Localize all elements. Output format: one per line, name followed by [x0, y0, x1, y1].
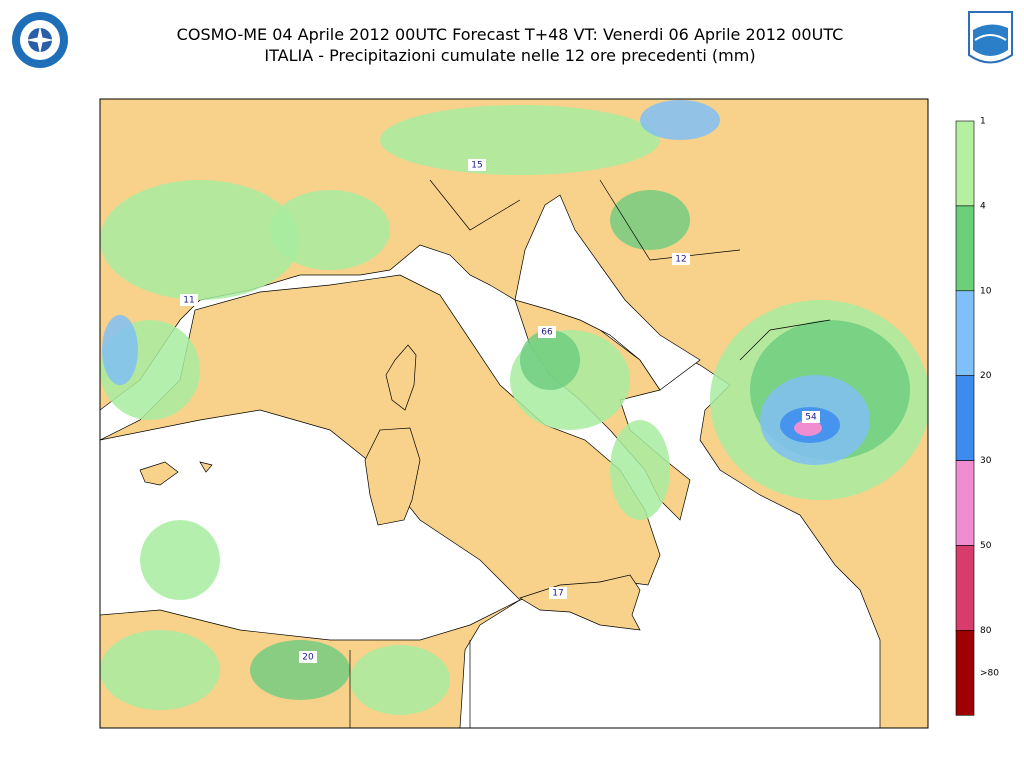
map-label-box	[180, 294, 198, 306]
legend-label: 4	[980, 201, 986, 211]
map-label-box	[538, 326, 556, 338]
map-label-box	[672, 253, 690, 265]
legend-label: 10	[980, 286, 992, 296]
map-label: 12	[675, 255, 686, 265]
map-label-box	[549, 587, 567, 599]
title-line-1: COSMO-ME 04 Aprile 2012 00UTC Forecast T…	[177, 25, 844, 44]
logo-left	[12, 12, 68, 68]
map-label: 66	[541, 328, 553, 338]
logo-right	[968, 11, 1013, 64]
legend: 1 4 10 20 30 50 80 >80	[955, 117, 999, 716]
title-line-2: ITALIA - Precipitazioni cumulate nelle 1…	[264, 46, 755, 65]
legend-label: 1	[980, 117, 986, 127]
legend-swatch	[955, 375, 975, 461]
legend-swatch	[955, 545, 975, 631]
map: 15 12 11 66 54 17 20	[99, 98, 929, 729]
map-label: 20	[302, 653, 314, 663]
legend-label: 20	[980, 371, 992, 381]
map-label: 15	[471, 161, 482, 171]
legend-swatch	[955, 630, 975, 716]
legend-label: 50	[980, 541, 992, 551]
map-label: 11	[183, 296, 194, 306]
legend-label: 80	[980, 626, 992, 636]
map-label: 17	[552, 589, 563, 599]
legend-swatch	[955, 290, 975, 376]
map-label-box	[299, 651, 317, 663]
map-label-box	[802, 411, 820, 423]
map-label: 54	[805, 413, 817, 423]
legend-label: >80	[980, 668, 999, 678]
legend-swatch	[955, 120, 975, 207]
legend-swatch	[955, 460, 975, 546]
legend-label: 30	[980, 456, 992, 466]
map-label-box	[468, 159, 486, 171]
legend-swatch	[955, 205, 975, 292]
